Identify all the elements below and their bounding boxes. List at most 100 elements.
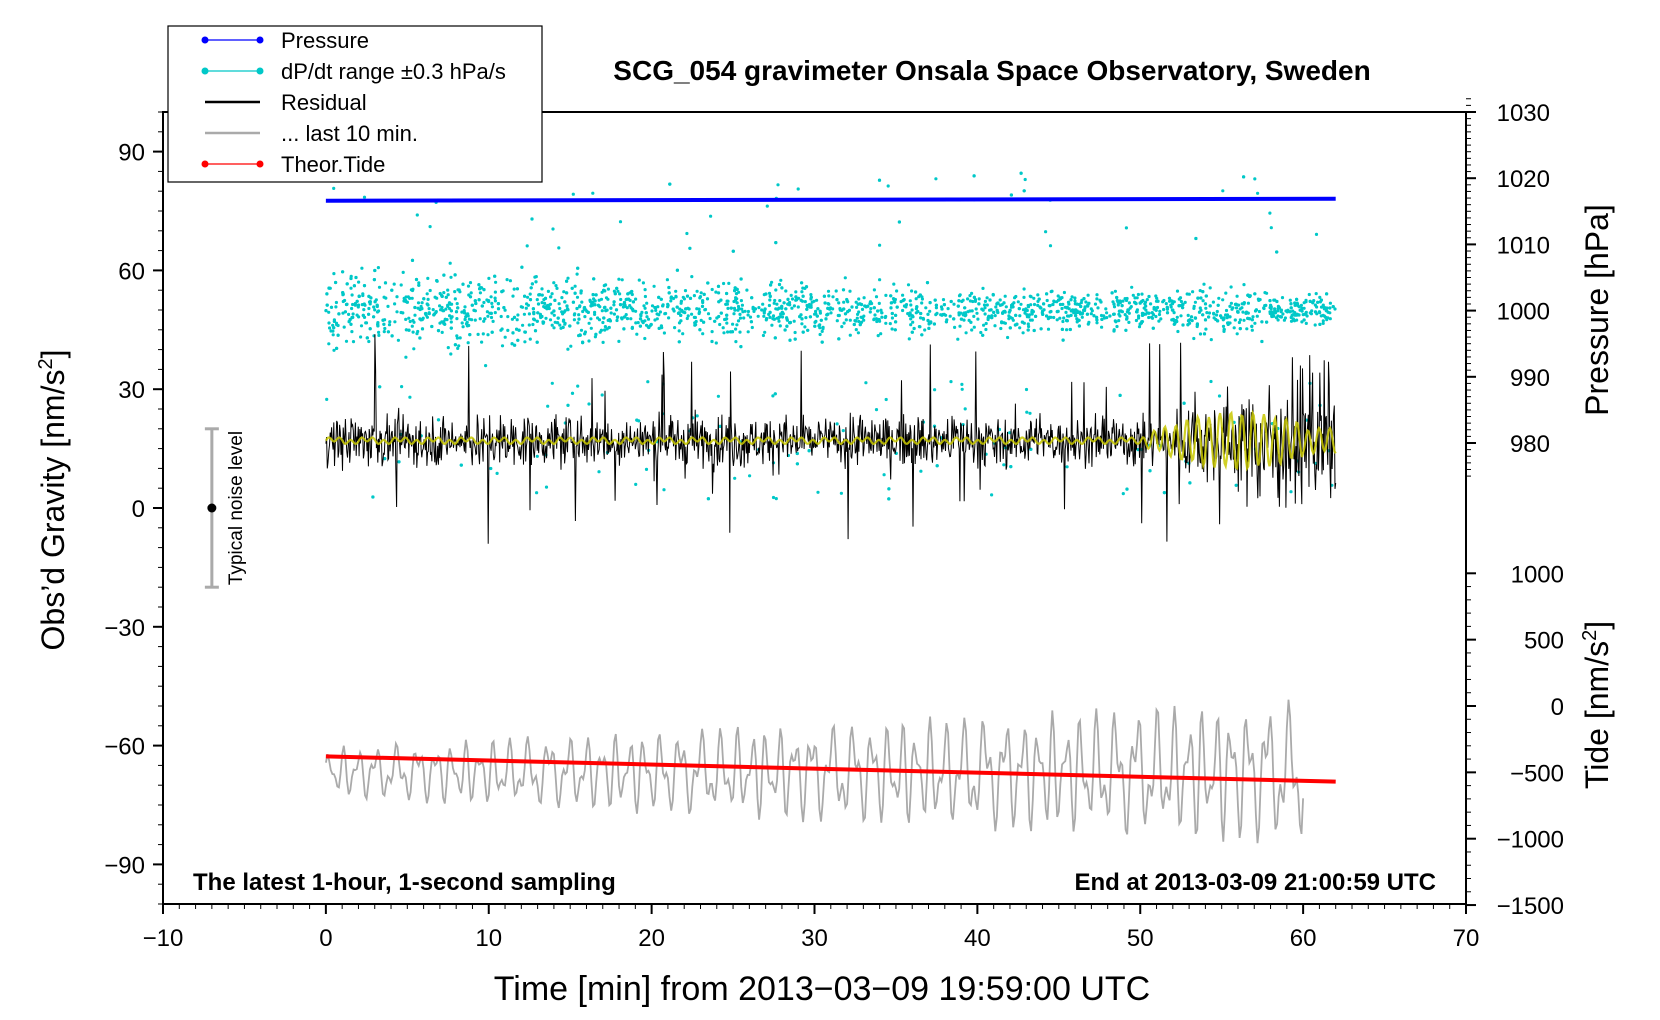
dpdt-point xyxy=(1313,323,1317,327)
pressure-tick-label: 1030 xyxy=(1497,100,1550,127)
dpdt-point xyxy=(1044,230,1048,234)
dpdt-point xyxy=(1291,313,1295,317)
dpdt-point xyxy=(382,330,386,334)
dpdt-point xyxy=(383,281,388,285)
dpdt-point xyxy=(1204,327,1208,331)
dpdt-point xyxy=(790,297,795,301)
dpdt-point xyxy=(855,316,859,320)
dpdt-point xyxy=(1149,302,1153,306)
legend-label: ... last 10 min. xyxy=(281,121,418,146)
dpdt-point xyxy=(393,302,397,306)
dpdt-point xyxy=(919,469,923,473)
dpdt-point xyxy=(455,317,459,321)
dpdt-point xyxy=(618,220,623,224)
dpdt-point xyxy=(535,340,539,344)
dpdt-point xyxy=(888,322,892,326)
dpdt-point xyxy=(364,321,369,325)
dpdt-point xyxy=(958,324,962,328)
dpdt-point xyxy=(1018,326,1022,330)
dpdt-point xyxy=(544,485,549,489)
dpdt-point xyxy=(565,304,569,308)
dpdt-point xyxy=(848,333,852,337)
dpdt-point xyxy=(473,299,477,303)
dpdt-point xyxy=(725,291,729,296)
dpdt-point xyxy=(1002,463,1006,467)
dpdt-point xyxy=(679,299,684,303)
dpdt-point xyxy=(1058,302,1063,307)
dpdt-point xyxy=(771,394,775,398)
dpdt-point xyxy=(688,296,693,300)
dpdt-point xyxy=(1197,310,1202,314)
dpdt-point xyxy=(642,304,646,308)
dpdt-point xyxy=(332,348,336,352)
dpdt-point xyxy=(1028,411,1032,415)
dpdt-point xyxy=(486,333,490,337)
dpdt-point xyxy=(520,305,525,309)
dpdt-point xyxy=(1051,302,1055,307)
dpdt-point xyxy=(681,295,685,299)
dpdt-point xyxy=(763,307,767,311)
dpdt-point xyxy=(814,312,818,316)
dpdt-point xyxy=(1145,298,1149,302)
dpdt-point xyxy=(776,183,780,187)
dpdt-point xyxy=(1189,315,1194,319)
dpdt-point xyxy=(837,301,841,305)
dpdt-point xyxy=(877,318,881,322)
dpdt-point xyxy=(381,318,385,322)
dpdt-point xyxy=(362,284,367,288)
dpdt-point xyxy=(530,282,535,286)
dpdt-point xyxy=(1154,308,1158,312)
dpdt-point xyxy=(685,294,690,298)
dpdt-point xyxy=(1048,315,1052,319)
dpdt-point xyxy=(444,307,448,311)
dpdt-point xyxy=(508,279,512,283)
x-tick-label: −10 xyxy=(143,925,184,952)
dpdt-point xyxy=(1032,296,1036,300)
dpdt-point xyxy=(325,397,329,401)
dpdt-point xyxy=(566,276,570,280)
dpdt-point xyxy=(355,299,359,303)
dpdt-point xyxy=(477,298,481,302)
dpdt-point xyxy=(825,313,829,317)
dpdt-point xyxy=(1254,308,1258,312)
dpdt-point xyxy=(435,296,439,300)
dpdt-point xyxy=(552,281,556,285)
dpdt-point xyxy=(674,294,678,298)
dpdt-point xyxy=(1221,298,1225,302)
dpdt-point xyxy=(1253,292,1257,296)
dpdt-point xyxy=(1255,314,1259,318)
dpdt-point xyxy=(481,332,485,336)
dpdt-point xyxy=(424,311,428,316)
dpdt-point xyxy=(1048,310,1052,314)
dpdt-point xyxy=(464,315,468,319)
dpdt-point xyxy=(809,295,813,299)
dpdt-point xyxy=(697,310,702,314)
dpdt-point xyxy=(1260,320,1264,324)
dpdt-point xyxy=(1194,236,1198,241)
dpdt-point xyxy=(630,326,634,330)
dpdt-point xyxy=(783,328,787,332)
dpdt-point xyxy=(1238,318,1242,322)
dpdt-point xyxy=(327,342,331,346)
dpdt-point xyxy=(582,307,586,311)
dpdt-point xyxy=(327,321,331,325)
dpdt-point xyxy=(377,285,382,289)
dpdt-point xyxy=(733,289,737,293)
dpdt-point xyxy=(1324,309,1328,313)
dpdt-point xyxy=(641,321,645,325)
dpdt-point xyxy=(602,288,606,292)
dpdt-point xyxy=(1242,283,1246,287)
dpdt-point xyxy=(1002,301,1006,305)
dpdt-point xyxy=(706,281,710,285)
tide-label-sup: 2 xyxy=(1579,630,1601,641)
dpdt-point xyxy=(511,294,515,298)
dpdt-point xyxy=(1331,305,1335,309)
dpdt-point xyxy=(908,299,912,303)
dpdt-point xyxy=(957,299,961,303)
dpdt-point xyxy=(390,288,394,292)
dpdt-point xyxy=(1058,316,1062,320)
dpdt-point xyxy=(846,310,850,314)
dpdt-point xyxy=(989,308,993,312)
dpdt-point xyxy=(1118,393,1122,397)
